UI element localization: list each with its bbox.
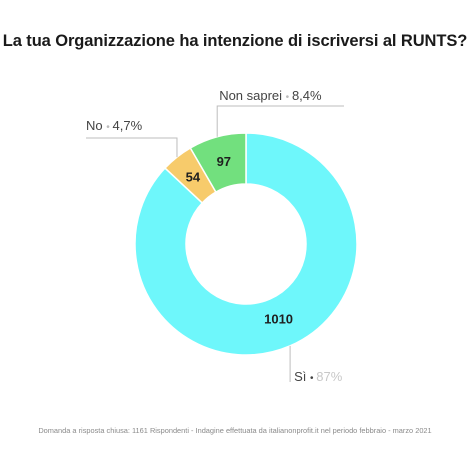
separator: • [286, 92, 292, 103]
slice-percent: 87% [316, 369, 342, 384]
slice-name: No [86, 118, 106, 133]
slice-percent: 4,7% [113, 118, 143, 133]
separator: • [106, 122, 112, 133]
leader-line [86, 137, 178, 158]
slice-label-si: Sì • 87% [294, 369, 343, 384]
slice-non-saprei[interactable] [189, 132, 247, 194]
slice-percent: 8,4% [292, 88, 322, 103]
slice-value-label: 1010 [264, 312, 293, 327]
slice-name: Non saprei [219, 88, 285, 103]
separator: • [310, 373, 316, 384]
slice-value-label: 97 [217, 154, 231, 169]
labels-layer: 1010 54 97 Sì • 87% No • 4,7% Non saprei • 8,… [86, 88, 343, 384]
leader-line [216, 105, 344, 137]
slices-layer [134, 132, 358, 356]
footnote: Domanda a risposta chiusa: 1161 Risponde… [38, 426, 432, 435]
chart-title: La tua Organizzazione ha intenzione di i… [2, 32, 468, 50]
slice-name: Sì [294, 369, 310, 384]
leader-lines [86, 105, 344, 382]
slice-label-non-saprei: Non saprei • 8,4% [219, 88, 322, 103]
slice-value-label: 54 [186, 170, 201, 185]
slice-label-no: No • 4,7% [86, 118, 143, 133]
slice-si[interactable] [134, 132, 358, 356]
